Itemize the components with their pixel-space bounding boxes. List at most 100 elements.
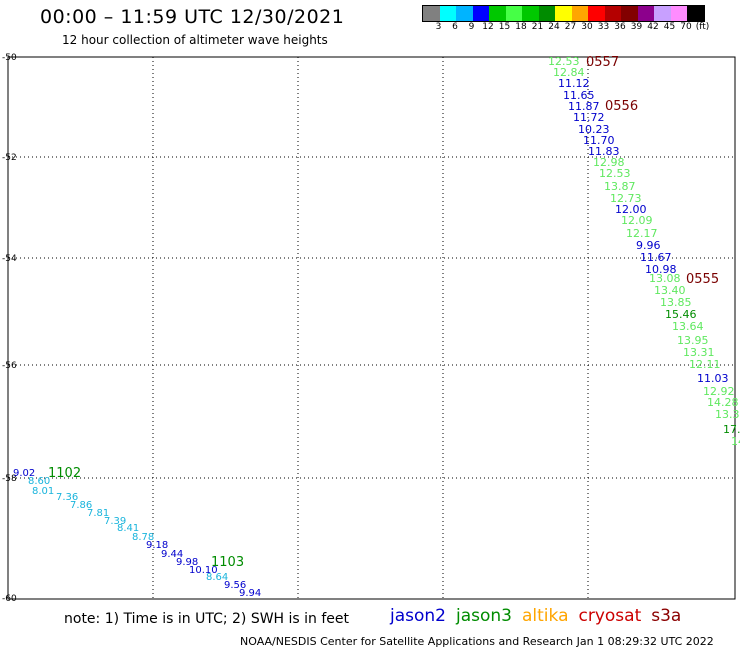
plot-frame	[7, 56, 736, 600]
wave-height-value: 11.65	[563, 89, 595, 102]
wave-height-value: 13.95	[677, 334, 709, 347]
color-scale-label: (ft)	[695, 22, 710, 32]
color-scale-label: 12	[482, 22, 494, 32]
wave-height-value: 12.92	[703, 385, 735, 398]
wave-height-map: -120-117-114-111-108-10-50-52-54-56-58-6…	[2, 53, 740, 604]
wave-height-value: 12.00	[615, 203, 647, 216]
color-scale-label: 30	[581, 22, 593, 32]
wave-height-value: 14.28	[707, 396, 739, 409]
wave-height-value: 13.87	[604, 180, 636, 193]
wave-height-value: 7.39	[104, 516, 126, 527]
pass-time-label: 0556	[605, 99, 638, 114]
legend-s3a: s3a	[651, 606, 682, 626]
wave-height-value: 7.81	[87, 508, 109, 519]
color-scale-label: 33	[597, 22, 610, 32]
color-swatch	[604, 6, 621, 21]
wave-height-value: 8.01	[32, 486, 54, 497]
wave-height-value: 7.36	[56, 492, 78, 503]
y-tick-label: -50	[2, 53, 17, 63]
color-swatch	[571, 6, 588, 21]
wave-height-value: 13.31	[683, 346, 715, 359]
legend-altika: altika	[522, 606, 569, 626]
color-scale-label: 45	[663, 22, 676, 32]
color-swatch	[489, 6, 506, 21]
wave-height-value: 9.18	[146, 540, 168, 551]
color-swatch	[687, 6, 704, 21]
wave-height-value: 12.17	[626, 227, 658, 240]
color-scale-label: 21	[531, 22, 544, 32]
wave-height-value: 11.03	[697, 372, 729, 385]
wave-height-value: 9.56	[224, 580, 246, 591]
wave-height-value: 12.09	[621, 214, 653, 227]
y-tick-label: -52	[2, 153, 17, 163]
wave-height-value: 11.67	[640, 251, 672, 264]
color-scale-label: 36	[614, 22, 626, 32]
wave-height-value: 14	[731, 435, 740, 448]
color-scale-label: 70	[680, 22, 692, 32]
color-swatch	[505, 6, 522, 21]
pass-time-label: 0557	[586, 55, 619, 70]
wave-height-value: 15.46	[665, 308, 697, 321]
legend-jason3: jason3	[456, 606, 512, 626]
color-swatch	[423, 6, 440, 21]
color-swatch	[456, 6, 473, 21]
wave-height-value: 11.12	[558, 77, 590, 90]
pass-time-label: 1103	[211, 555, 244, 570]
color-swatch	[439, 6, 456, 21]
color-scale-label: 24	[548, 22, 560, 32]
wave-height-value: 11.70	[583, 134, 615, 147]
y-tick-label: -56	[2, 361, 17, 371]
wave-height-value: 10.23	[578, 123, 610, 136]
wave-height-value: 12.53	[548, 55, 580, 68]
map-title: 00:00 – 11:59 UTC 12/30/2021	[40, 6, 345, 28]
wave-height-value: 10.10	[189, 565, 218, 576]
color-scale-label: 15	[498, 22, 511, 32]
color-swatch	[588, 6, 605, 21]
color-scale-label: 39	[630, 22, 643, 32]
wave-height-value: 8.78	[132, 532, 154, 543]
color-scale-label: 18	[515, 22, 527, 32]
pass-time-label: 1102	[48, 466, 81, 481]
color-swatch	[621, 6, 638, 21]
legend-cryosat: cryosat	[578, 606, 642, 626]
wave-height-value: 9.44	[161, 549, 183, 560]
wave-height-value: 17.4	[723, 423, 740, 436]
wave-height-value: 8.60	[28, 476, 50, 487]
color-swatch	[670, 6, 687, 21]
color-scale-labels: 3 6 9 12 15 18 21 24 27 30 33 36 39 42 45 70 (ft)	[422, 22, 740, 34]
wave-height-value: 13.64	[672, 320, 704, 333]
wave-height-value: 13.40	[654, 284, 686, 297]
color-swatch	[654, 6, 671, 21]
color-swatch	[522, 6, 539, 21]
wave-height-value: 12.98	[593, 156, 625, 169]
wave-height-value: 12.73	[610, 192, 642, 205]
color-swatch	[472, 6, 489, 21]
satellite-legend: jason2 jason3 altika cryosat s3a	[390, 606, 691, 626]
legend-jason2: jason2	[390, 606, 446, 626]
wave-height-value: 9.94	[239, 588, 261, 599]
wave-height-value: 9.98	[176, 557, 198, 568]
wave-height-value: 11.83	[588, 145, 620, 158]
wave-height-value: 10.98	[645, 263, 677, 276]
wave-height-value: 12.53	[599, 167, 631, 180]
color-scale-label: 9	[468, 22, 475, 32]
wave-height-value: 7.86	[70, 500, 92, 511]
color-scale-label: 6	[452, 22, 458, 32]
wave-height-value: 9.96	[636, 239, 661, 252]
map-subtitle: 12 hour collection of altimeter wave hei…	[62, 33, 328, 47]
wave-height-value: 11.87	[568, 100, 600, 113]
color-swatch	[637, 6, 654, 21]
wave-height-value: 13.30	[715, 408, 740, 421]
footer-note: note: 1) Time is in UTC; 2) SWH is in fe…	[64, 611, 350, 627]
wave-height-value: 11.72	[573, 111, 605, 124]
color-swatch	[538, 6, 555, 21]
y-tick-label: -54	[2, 254, 17, 264]
wave-height-value: 13.85	[660, 296, 692, 309]
color-scale-bar	[422, 5, 705, 22]
wave-height-value: 13.08	[649, 272, 681, 285]
color-scale-label: 27	[564, 22, 577, 32]
wave-height-value: 8.41	[117, 523, 139, 534]
color-scale-label: 3	[435, 22, 442, 32]
pass-time-label: 0555	[686, 272, 719, 287]
y-tick-label: -60	[2, 594, 17, 604]
